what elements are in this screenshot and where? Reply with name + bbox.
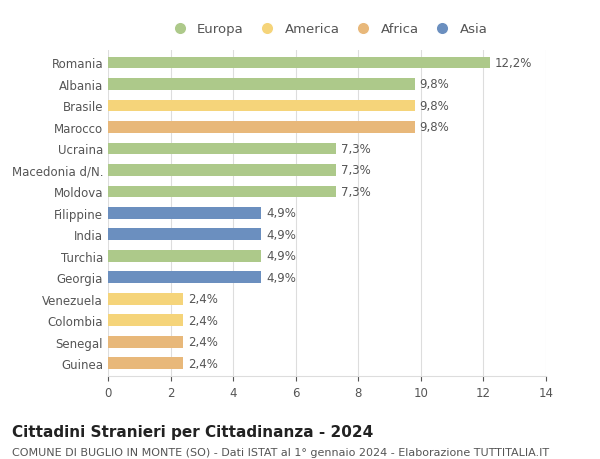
Bar: [108, 143, 337, 155]
Bar: [108, 79, 415, 91]
Bar: [108, 207, 262, 219]
Text: COMUNE DI BUGLIO IN MONTE (SO) - Dati ISTAT al 1° gennaio 2024 - Elaborazione TU: COMUNE DI BUGLIO IN MONTE (SO) - Dati IS…: [12, 448, 549, 458]
Text: 7,3%: 7,3%: [341, 185, 371, 198]
Text: 9,8%: 9,8%: [419, 121, 449, 134]
Text: 2,4%: 2,4%: [188, 336, 218, 348]
Text: 7,3%: 7,3%: [341, 164, 371, 177]
Bar: [108, 251, 262, 262]
Text: 4,9%: 4,9%: [266, 207, 296, 220]
Bar: [108, 186, 337, 198]
Bar: [108, 272, 262, 284]
Text: 2,4%: 2,4%: [188, 314, 218, 327]
Text: 4,9%: 4,9%: [266, 271, 296, 284]
Text: 2,4%: 2,4%: [188, 357, 218, 370]
Bar: [108, 122, 415, 134]
Bar: [108, 229, 262, 241]
Bar: [108, 165, 337, 176]
Text: 9,8%: 9,8%: [419, 78, 449, 91]
Text: Cittadini Stranieri per Cittadinanza - 2024: Cittadini Stranieri per Cittadinanza - 2…: [12, 425, 373, 440]
Bar: [108, 358, 183, 369]
Bar: [108, 293, 183, 305]
Text: 2,4%: 2,4%: [188, 293, 218, 306]
Legend: Europa, America, Africa, Asia: Europa, America, Africa, Asia: [161, 18, 493, 41]
Bar: [108, 57, 490, 69]
Text: 7,3%: 7,3%: [341, 143, 371, 156]
Text: 4,9%: 4,9%: [266, 250, 296, 263]
Bar: [108, 315, 183, 326]
Bar: [108, 336, 183, 348]
Text: 12,2%: 12,2%: [494, 57, 532, 70]
Bar: [108, 101, 415, 112]
Text: 9,8%: 9,8%: [419, 100, 449, 113]
Text: 4,9%: 4,9%: [266, 229, 296, 241]
